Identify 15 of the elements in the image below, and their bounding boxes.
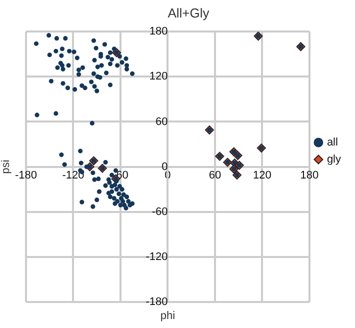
x-tick-label: 120 <box>253 169 272 182</box>
y-tick-label: -60 <box>152 206 168 218</box>
y-tick-label: 60 <box>155 116 168 128</box>
y-tick-label: -120 <box>146 250 168 263</box>
x-tick-label: 180 <box>300 169 319 182</box>
chart-title: All+Gly <box>168 5 210 20</box>
legend-label: all <box>326 136 338 149</box>
x-tick-label: 60 <box>208 169 222 182</box>
x-tick-label: -180 <box>14 169 38 182</box>
legend-label: gly <box>326 154 342 166</box>
y-tick-label: 120 <box>149 70 168 83</box>
y-tick-label: -180 <box>146 296 168 308</box>
x-axis-title: phi <box>160 310 176 322</box>
y-tick-label: 180 <box>149 26 168 38</box>
y-axis-title: psi <box>0 160 12 174</box>
